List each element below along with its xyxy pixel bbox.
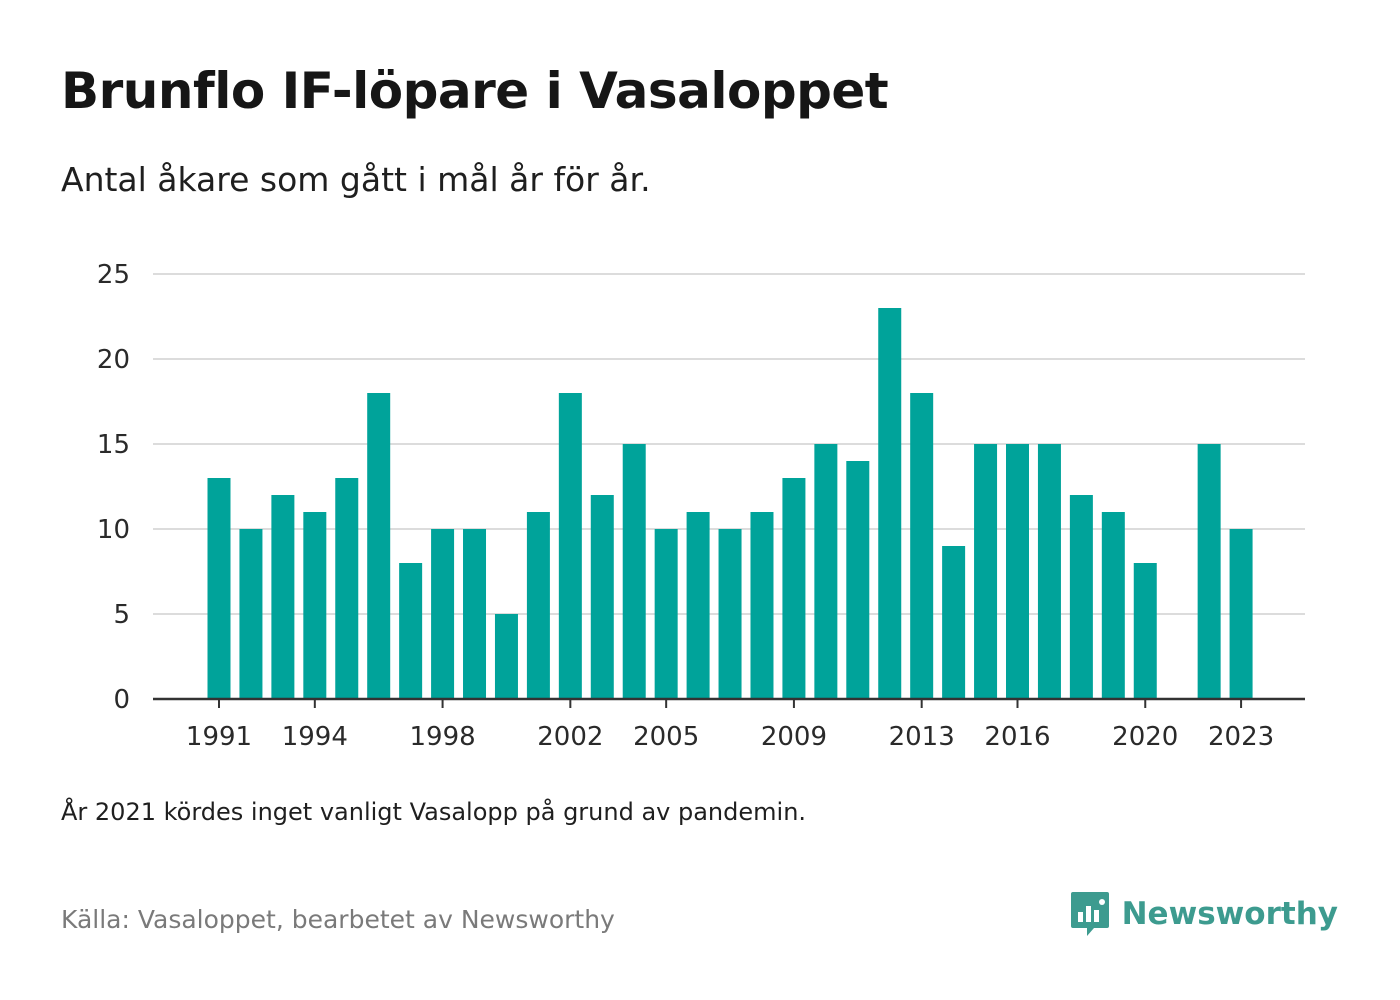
chart-title: Brunflo IF-löpare i Vasaloppet bbox=[61, 62, 889, 120]
brand-logo: Newsworthy bbox=[1070, 890, 1338, 938]
x-tick-label: 1998 bbox=[409, 722, 475, 752]
bar-2023 bbox=[1229, 529, 1253, 699]
bar-2013 bbox=[910, 393, 934, 699]
bar-1995 bbox=[335, 478, 359, 699]
x-tick-label: 2009 bbox=[761, 722, 827, 752]
x-tick-label: 1994 bbox=[282, 722, 348, 752]
y-tick-label: 15 bbox=[97, 430, 130, 460]
x-tick-label: 2005 bbox=[633, 722, 699, 752]
bar-1992 bbox=[239, 529, 263, 699]
bar-2005 bbox=[654, 529, 678, 699]
x-tick-label: 1991 bbox=[186, 722, 252, 752]
y-tick-label: 5 bbox=[113, 600, 130, 630]
bar-2015 bbox=[974, 444, 998, 699]
chart-subtitle: Antal åkare som gått i mål år för år. bbox=[61, 160, 651, 199]
bar-2016 bbox=[1006, 444, 1029, 699]
bar-1993 bbox=[271, 495, 295, 699]
bar-2001 bbox=[526, 512, 550, 699]
bars bbox=[207, 308, 1253, 699]
brand-name: Newsworthy bbox=[1121, 896, 1338, 932]
x-tick-label: 2016 bbox=[984, 722, 1050, 752]
x-tick-label: 2020 bbox=[1112, 722, 1178, 752]
y-axis-ticks: 0 5 10 15 20 25 bbox=[97, 260, 130, 715]
bar-2007 bbox=[718, 529, 742, 699]
bar-2011 bbox=[846, 461, 870, 699]
bar-2017 bbox=[1037, 444, 1061, 699]
bar-1994 bbox=[303, 512, 327, 699]
bar-2000 bbox=[494, 614, 518, 699]
bar-1999 bbox=[463, 529, 487, 699]
x-axis-ticks: 1991 1994 1998 2002 2005 2009 2013 2016 2020 2023 bbox=[186, 699, 1274, 752]
bar-2002 bbox=[558, 393, 582, 699]
bar-1996 bbox=[367, 393, 391, 699]
bar-2022 bbox=[1197, 444, 1221, 699]
bar-2006 bbox=[686, 512, 710, 699]
bar-1998 bbox=[431, 529, 455, 699]
x-tick-label: 2023 bbox=[1208, 722, 1274, 752]
y-tick-label: 10 bbox=[97, 515, 130, 545]
newsworthy-logo-icon bbox=[1070, 892, 1109, 936]
bar-2020 bbox=[1133, 563, 1157, 699]
source-text: Källa: Vasaloppet, bearbetet av Newswort… bbox=[61, 905, 615, 934]
bar-chart: 0 5 10 15 20 25 1991 1994 1998 2002 2005 2009 2013 2… bbox=[97, 260, 1305, 752]
y-tick-label: 20 bbox=[97, 345, 130, 375]
bar-2004 bbox=[622, 444, 646, 699]
x-tick-label: 2002 bbox=[537, 722, 603, 752]
bar-2008 bbox=[750, 512, 774, 699]
bar-2010 bbox=[814, 444, 838, 699]
x-tick-label: 2013 bbox=[889, 722, 955, 752]
bar-2012 bbox=[878, 308, 902, 699]
bar-2003 bbox=[590, 495, 614, 699]
bar-2018 bbox=[1069, 495, 1093, 699]
bar-1991 bbox=[207, 478, 231, 699]
footnote: År 2021 kördes inget vanligt Vasalopp på… bbox=[61, 798, 807, 826]
bar-2014 bbox=[942, 546, 966, 699]
y-tick-label: 25 bbox=[97, 260, 130, 290]
bar-2019 bbox=[1101, 512, 1125, 699]
bar-2009 bbox=[782, 478, 806, 699]
bar-1997 bbox=[399, 563, 423, 699]
y-tick-label: 0 bbox=[113, 685, 130, 715]
